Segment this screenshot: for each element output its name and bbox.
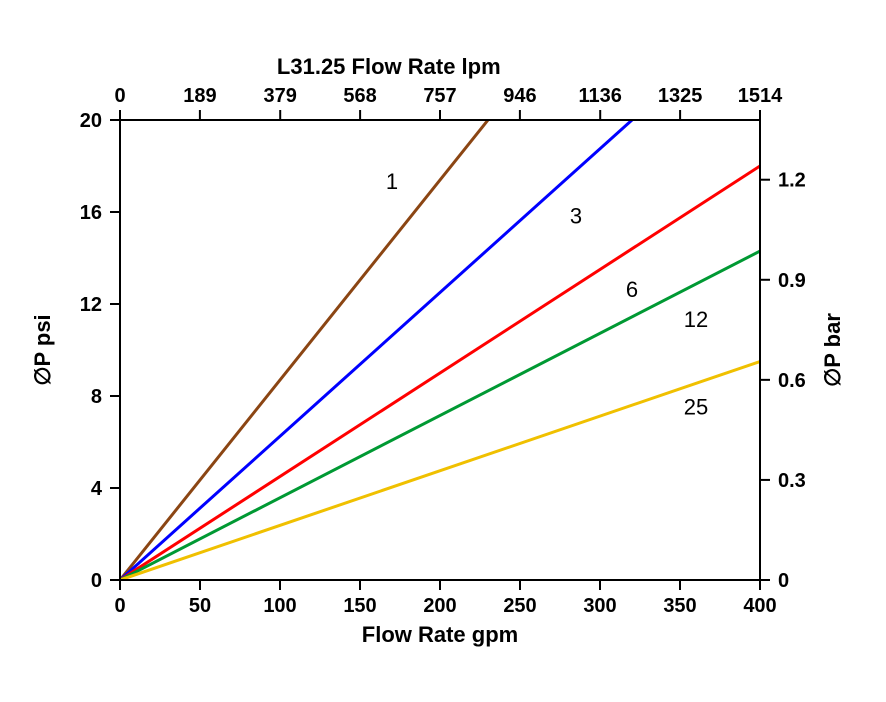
x-bottom-tick-label: 150 [343, 595, 376, 617]
x-top-tick-label: 757 [423, 85, 456, 107]
x-bottom-tick-label: 200 [423, 595, 456, 617]
chart-container: 050100150200250300350400Flow Rate gpm018… [0, 0, 886, 702]
x-bottom-tick-label: 100 [263, 595, 296, 617]
y-left-tick-label: 12 [80, 294, 102, 316]
x-top-title: L31.25 Flow Rate lpm [277, 54, 501, 79]
x-bottom-title: Flow Rate gpm [362, 622, 518, 647]
x-top-tick-label: 379 [264, 85, 297, 107]
series-label-12: 12 [684, 307, 708, 332]
x-top-tick-label: 568 [343, 85, 376, 107]
x-top-tick-label: 1514 [738, 85, 783, 107]
y-left-tick-label: 4 [91, 478, 103, 500]
y-left-title: ∅P psi [30, 314, 55, 385]
x-bottom-tick-label: 350 [663, 595, 696, 617]
y-right-tick-label: 0.6 [778, 370, 806, 392]
flow-rate-chart: 050100150200250300350400Flow Rate gpm018… [0, 0, 886, 702]
x-bottom-tick-label: 400 [743, 595, 776, 617]
x-bottom-tick-label: 300 [583, 595, 616, 617]
y-right-tick-label: 1.2 [778, 170, 806, 192]
x-top-tick-label: 1325 [658, 85, 703, 107]
y-left-tick-label: 8 [91, 386, 102, 408]
y-right-title: ∅P bar [820, 313, 845, 387]
y-left-tick-label: 16 [80, 202, 102, 224]
x-top-tick-label: 0 [114, 85, 125, 107]
y-left-tick-label: 20 [80, 110, 102, 132]
series-label-25: 25 [684, 394, 708, 419]
x-top-tick-label: 1136 [579, 85, 622, 107]
y-left-tick-label: 0 [91, 570, 102, 592]
x-top-tick-label: 946 [503, 85, 536, 107]
y-right-tick-label: 0.3 [778, 470, 806, 492]
x-top-tick-label: 189 [183, 85, 216, 107]
x-bottom-tick-label: 250 [503, 595, 536, 617]
series-label-1: 1 [386, 169, 398, 194]
y-right-tick-label: 0.9 [778, 270, 806, 292]
series-label-6: 6 [626, 277, 638, 302]
y-right-tick-label: 0 [778, 570, 789, 592]
x-bottom-tick-label: 0 [114, 595, 125, 617]
series-label-3: 3 [570, 204, 582, 229]
x-bottom-tick-label: 50 [189, 595, 211, 617]
